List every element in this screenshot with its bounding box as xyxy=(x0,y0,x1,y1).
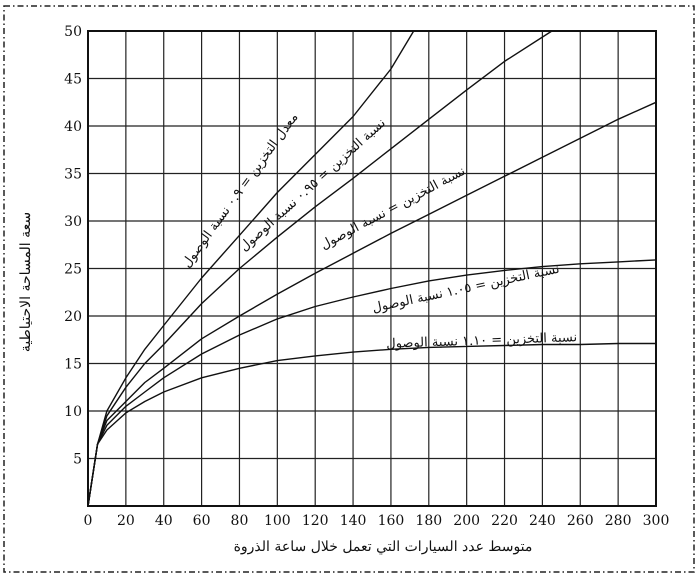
x-tick-label: 200 xyxy=(453,513,480,529)
x-tick-label: 40 xyxy=(155,513,173,529)
y-tick-label: 40 xyxy=(64,119,82,135)
y-tick-label: 15 xyxy=(64,357,82,373)
x-tick-label: 240 xyxy=(529,513,556,529)
x-tick-label: 80 xyxy=(231,513,249,529)
y-tick-label: 35 xyxy=(64,167,82,183)
series-line-4 xyxy=(87,259,657,507)
axes xyxy=(87,30,657,507)
x-tick-label: 180 xyxy=(415,513,442,529)
y-axis-label: سعة المساحة الاحتياطية xyxy=(18,212,34,352)
curve-label-2: نسبة التخزين = ٠.٩٥ نسبة الوصول xyxy=(237,116,389,255)
y-tick-label: 30 xyxy=(64,214,82,230)
x-tick-label: 60 xyxy=(193,513,211,529)
x-tick-label: 300 xyxy=(643,513,670,529)
x-tick-label: 100 xyxy=(264,513,291,529)
y-tick-label: 50 xyxy=(64,24,82,40)
series-line-1 xyxy=(87,30,415,507)
series-line-3 xyxy=(87,101,657,507)
x-axis-label: متوسط عدد السيارات التي تعمل خلال ساعة ا… xyxy=(234,539,533,555)
curve-label-3: نسبة التخزين = نسبة الوصول xyxy=(318,164,468,253)
dashed-border xyxy=(3,5,695,573)
y-tick-label: 5 xyxy=(73,452,82,468)
y-tick-label: 25 xyxy=(64,262,82,278)
x-tick-label: 20 xyxy=(117,513,135,529)
y-tick-label: 10 xyxy=(64,404,82,420)
curve-label-5: نسبة التخزين = ١.١٠ نسبة الوصول xyxy=(386,330,577,352)
y-tick-label: 20 xyxy=(64,309,82,325)
series-line-5 xyxy=(87,342,656,507)
x-tick-label: 220 xyxy=(491,513,518,529)
series-line-2 xyxy=(87,30,553,507)
plot-area-border xyxy=(87,30,657,507)
x-tick-label: 160 xyxy=(378,513,405,529)
series-group xyxy=(87,30,657,507)
x-tick-label: 140 xyxy=(340,513,367,529)
y-tick-label: 45 xyxy=(64,72,82,88)
tick-labels: 0 20 40 60 80 100 120 140 160 180 200 220 240 260 280 3… xyxy=(64,24,669,529)
x-tick-label: 280 xyxy=(605,513,632,529)
curve-label-4: نسبة التخزين = ١.٠٥ نسبة الوصول xyxy=(371,262,561,316)
grid xyxy=(87,30,657,507)
x-tick-label: 260 xyxy=(567,513,594,529)
x-tick-label: 0 xyxy=(84,513,93,529)
x-tick-label: 120 xyxy=(302,513,329,529)
